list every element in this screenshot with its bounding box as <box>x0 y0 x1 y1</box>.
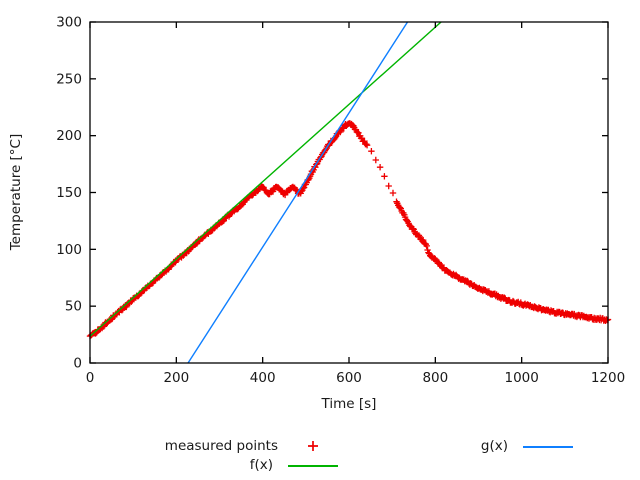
legend-label-g: g(x) <box>480 438 508 454</box>
svg-text:0: 0 <box>73 356 82 372</box>
svg-text:800: 800 <box>422 370 448 386</box>
svg-text:1000: 1000 <box>504 370 538 386</box>
svg-text:0: 0 <box>86 370 95 386</box>
x-axis-title: Time [s] <box>321 396 377 412</box>
svg-text:250: 250 <box>56 71 82 87</box>
legend-line-g-icon <box>523 446 573 448</box>
svg-text:200: 200 <box>163 370 189 386</box>
svg-text:200: 200 <box>56 128 82 144</box>
svg-text:50: 50 <box>65 299 82 315</box>
y-axis-title: Temperature [°C] <box>8 133 24 251</box>
plus-marker-icon <box>308 441 318 451</box>
svg-text:600: 600 <box>336 370 362 386</box>
legend-label-f: f(x) <box>249 457 273 473</box>
svg-text:300: 300 <box>56 15 82 31</box>
svg-text:100: 100 <box>56 242 82 258</box>
svg-text:400: 400 <box>250 370 276 386</box>
svg-text:1200: 1200 <box>591 370 625 386</box>
svg-text:150: 150 <box>56 185 82 201</box>
legend-line-f-icon <box>288 465 338 467</box>
legend-label-measured-points: measured points <box>164 438 278 454</box>
